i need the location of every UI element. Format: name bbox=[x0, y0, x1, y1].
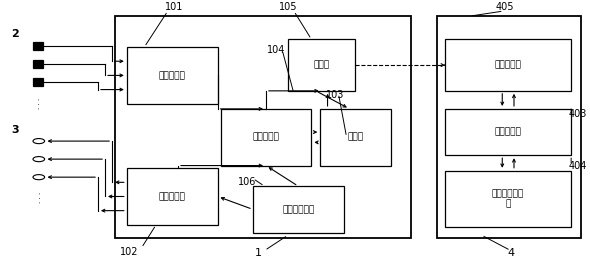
Bar bbox=[445, 39, 571, 91]
Bar bbox=[320, 109, 391, 166]
Bar bbox=[33, 78, 44, 86]
Bar bbox=[288, 39, 355, 91]
Text: 404: 404 bbox=[569, 161, 588, 171]
Text: 106: 106 bbox=[238, 177, 256, 187]
Bar bbox=[253, 186, 343, 232]
Text: 4: 4 bbox=[507, 248, 514, 258]
Text: 通讯器: 通讯器 bbox=[314, 61, 330, 70]
Text: 体外通讯器: 体外通讯器 bbox=[494, 61, 522, 70]
Text: 405: 405 bbox=[496, 2, 514, 12]
Text: 403: 403 bbox=[569, 109, 588, 119]
Text: 105: 105 bbox=[278, 2, 297, 12]
Bar bbox=[127, 168, 218, 225]
Text: 启动关闭按钮: 启动关闭按钮 bbox=[282, 205, 314, 214]
Text: 体外中央处理
器: 体外中央处理 器 bbox=[492, 189, 525, 209]
Text: 3: 3 bbox=[12, 125, 19, 134]
Bar bbox=[115, 16, 411, 238]
Bar bbox=[33, 42, 44, 50]
Text: 102: 102 bbox=[120, 247, 139, 257]
Bar bbox=[445, 109, 571, 155]
Text: 101: 101 bbox=[165, 2, 183, 12]
Bar bbox=[445, 171, 571, 228]
Bar bbox=[127, 47, 218, 104]
Text: 体外存储器: 体外存储器 bbox=[494, 128, 522, 136]
Text: . . .: . . . bbox=[35, 98, 41, 109]
Text: 103: 103 bbox=[326, 90, 344, 100]
Text: 储存器: 储存器 bbox=[348, 133, 363, 142]
Bar bbox=[437, 16, 581, 238]
Text: 1: 1 bbox=[255, 248, 262, 258]
Circle shape bbox=[33, 175, 45, 180]
Text: 2: 2 bbox=[11, 29, 19, 39]
Text: 中央处理器: 中央处理器 bbox=[253, 133, 280, 142]
Text: 104: 104 bbox=[267, 45, 286, 55]
Circle shape bbox=[33, 157, 45, 162]
Text: 事件检测器: 事件检测器 bbox=[159, 71, 186, 80]
Circle shape bbox=[33, 139, 45, 144]
Text: . . .: . . . bbox=[36, 192, 42, 203]
Text: 信号发生器: 信号发生器 bbox=[159, 192, 186, 201]
Bar bbox=[33, 60, 44, 68]
Bar bbox=[221, 109, 312, 166]
